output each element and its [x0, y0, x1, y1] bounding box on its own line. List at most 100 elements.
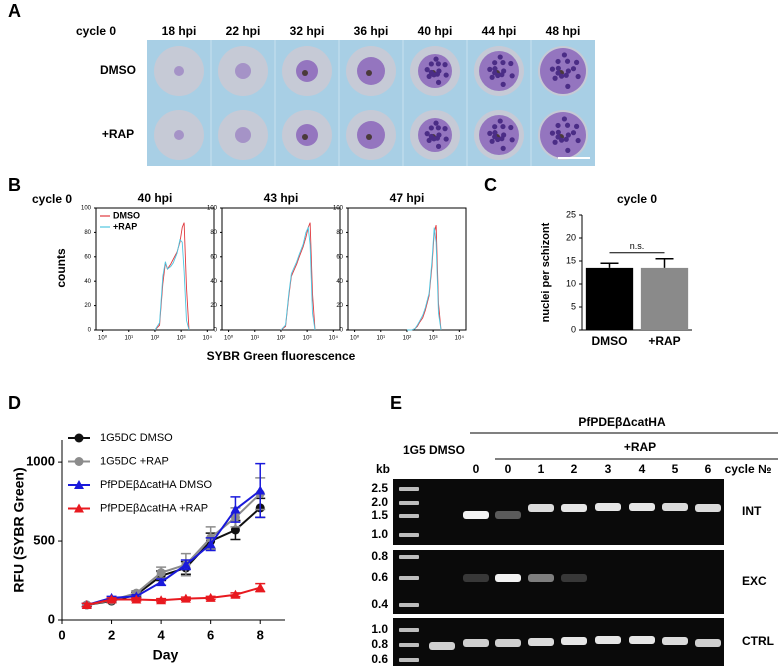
nucleus [492, 66, 498, 72]
data-point [81, 600, 92, 609]
ladder-band [399, 514, 419, 518]
nucleus [565, 83, 571, 89]
nucleus [570, 66, 577, 72]
x-axis-title: Day [153, 647, 179, 663]
time-label: 36 hpi [354, 24, 389, 38]
x-tick-label: 10⁴ [203, 335, 213, 342]
gel-band [495, 574, 521, 582]
nucleus [426, 73, 432, 79]
gel-band [463, 574, 489, 582]
nucleus [492, 134, 498, 140]
ladder-band [399, 643, 419, 647]
nucleus [573, 123, 580, 129]
nucleus [561, 52, 568, 58]
row-label: CTRL [742, 634, 774, 648]
cycle-label: cycle 0 [32, 192, 72, 206]
y-tick-label: 80 [336, 230, 343, 236]
data-point [156, 595, 167, 605]
legend-label: +RAP [113, 221, 137, 231]
nucleus [443, 72, 449, 78]
nucleus [435, 61, 441, 67]
nucleus [428, 133, 434, 140]
data-point [205, 539, 216, 549]
legend-marker [74, 503, 84, 513]
y-tick-label: 0 [214, 328, 218, 334]
gel-band [595, 636, 621, 644]
parasite [174, 66, 184, 76]
nucleus [443, 136, 449, 142]
ladder-band [399, 658, 419, 662]
histogram-curve [406, 227, 442, 331]
gel-band [629, 503, 655, 511]
y-axis-title: counts [54, 248, 68, 288]
nucleus [499, 136, 505, 142]
pigment [302, 70, 308, 76]
panel-letter: E [390, 393, 402, 413]
y-tick-label: 0 [88, 328, 92, 334]
x-tick-label: 2 [108, 627, 115, 642]
x-tick-label: 10⁴ [455, 335, 465, 342]
nucleus [435, 143, 442, 149]
nucleus [552, 75, 558, 81]
nucleus [433, 56, 439, 62]
y-tick-label: 20 [336, 303, 343, 309]
ladder-label: 0.4 [371, 597, 388, 611]
nucleus [435, 79, 442, 85]
y-tick-label: 20 [84, 303, 91, 309]
panel-letter: C [484, 175, 497, 195]
data-point [156, 568, 166, 578]
ladder-band [399, 501, 419, 505]
data-point [131, 594, 142, 604]
gel-band [561, 637, 587, 645]
nucleus [500, 59, 506, 66]
nucleus [500, 123, 506, 130]
gel-band [662, 503, 688, 511]
x-tick-label: 10² [151, 336, 160, 342]
nucleus [555, 70, 561, 76]
y-tick-label: 40 [210, 279, 217, 285]
chart-title: 47 hpi [390, 191, 425, 205]
data-point [230, 589, 241, 599]
nucleus [433, 120, 439, 126]
y-tick-label: 80 [84, 230, 91, 236]
ladder-band [399, 555, 419, 559]
nucleus [565, 147, 571, 153]
lane-label: 3 [605, 462, 612, 476]
pigment [366, 134, 372, 140]
nucleus [509, 73, 515, 79]
nucleus [552, 139, 558, 145]
bar [585, 267, 634, 330]
y-tick-label: 5 [571, 301, 576, 311]
lane-label: 4 [639, 462, 646, 476]
gel-band [528, 574, 554, 582]
gel-band [695, 639, 721, 647]
error-bar [600, 262, 619, 268]
legend-marker [74, 433, 84, 443]
time-label: 22 hpi [226, 24, 261, 38]
y-tick-label: 0 [48, 611, 55, 626]
nucleus [508, 124, 514, 131]
lane-label: 0 [473, 462, 480, 476]
ladder-label: 0.8 [371, 549, 388, 563]
x-tick-label: 10³ [177, 336, 186, 342]
histogram-curve [280, 225, 316, 331]
y-tick-label: 40 [336, 279, 343, 285]
nucleus [424, 131, 430, 137]
nucleus [555, 134, 561, 140]
nucleus [492, 130, 498, 136]
gel-band [561, 574, 587, 582]
gel-band [495, 639, 521, 647]
nucleus [563, 136, 569, 142]
x-tick-label: 6 [207, 627, 214, 642]
nucleus [487, 130, 493, 136]
y-tick-label: 80 [210, 230, 217, 236]
nucleus [492, 70, 498, 76]
nucleus [497, 118, 503, 124]
lane-label: 2 [571, 462, 578, 476]
nucleus [559, 73, 565, 79]
panel-letter: B [8, 175, 21, 195]
x-tick-label: 0 [58, 627, 65, 642]
legend-marker [74, 480, 84, 489]
gel-band [495, 511, 521, 519]
nucleus [500, 145, 506, 151]
